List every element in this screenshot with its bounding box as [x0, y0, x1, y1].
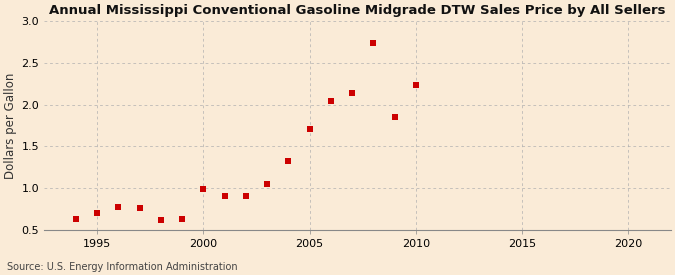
Title: Annual Mississippi Conventional Gasoline Midgrade DTW Sales Price by All Sellers: Annual Mississippi Conventional Gasoline… [49, 4, 666, 17]
Point [325, 99, 336, 103]
Point [389, 115, 400, 119]
Point [219, 193, 230, 198]
Point [347, 91, 358, 95]
Point [155, 218, 166, 222]
Y-axis label: Dollars per Gallon: Dollars per Gallon [4, 72, 17, 179]
Point [70, 217, 81, 221]
Point [368, 41, 379, 45]
Point [177, 217, 188, 221]
Point [240, 193, 251, 198]
Point [134, 206, 145, 210]
Point [92, 211, 103, 215]
Point [262, 182, 273, 186]
Point [198, 187, 209, 191]
Point [304, 126, 315, 131]
Point [113, 205, 124, 210]
Text: Source: U.S. Energy Information Administration: Source: U.S. Energy Information Administ… [7, 262, 238, 272]
Point [410, 83, 421, 88]
Point [283, 158, 294, 163]
